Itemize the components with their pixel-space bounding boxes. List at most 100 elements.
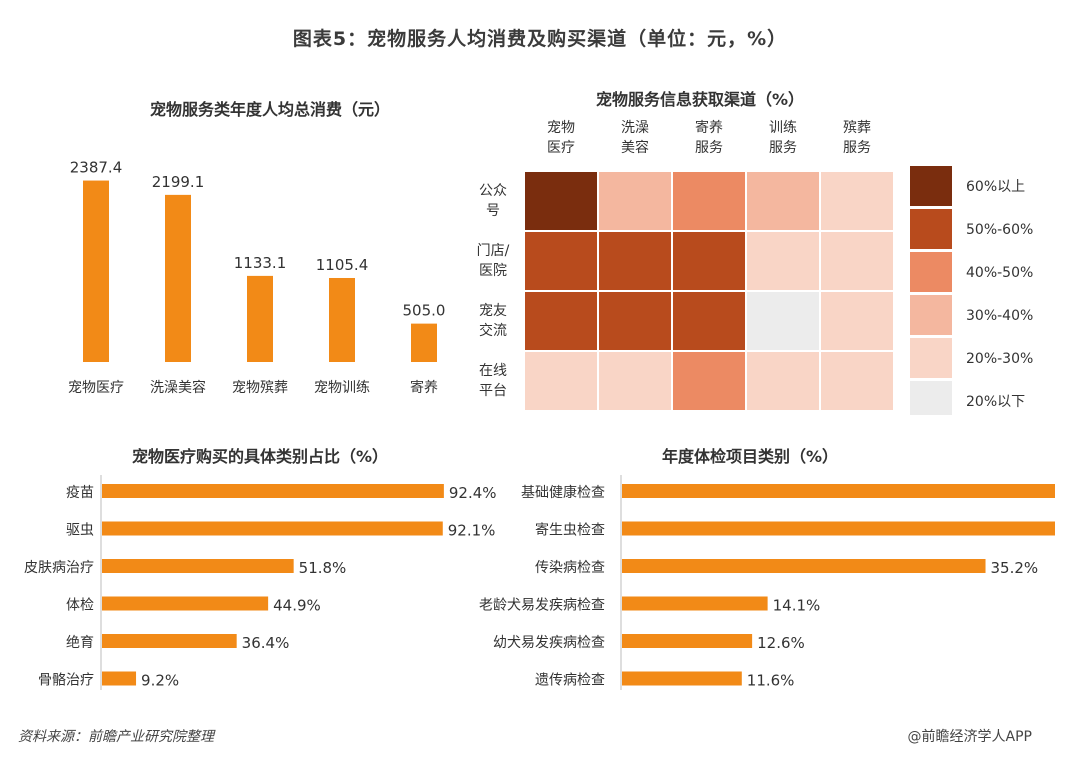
chart2-title: 宠物服务信息获取渠道（%） (595, 90, 805, 109)
bar-1 (102, 521, 443, 536)
category-label: 疫苗 (66, 485, 94, 501)
annual-spend-bar-chart: 2387.4 宠物医疗 2199.1 洗澡美容 1133.1 宠物殡葬 1105.4 宠物训练… (68, 159, 446, 396)
bar-0 (83, 180, 109, 362)
category-label: 绝育 (66, 635, 94, 651)
bar-value-label: 36.4% (242, 634, 290, 652)
bar-value-label: 14.1% (773, 597, 821, 615)
chart1-title: 宠物服务类年度人均总消费（元） (149, 100, 390, 119)
legend-label: 50%-60% (966, 222, 1033, 238)
legend-swatch (910, 295, 952, 335)
category-label: 传染病检查 (535, 560, 605, 576)
legend-label: 60%以上 (966, 179, 1025, 195)
bar-1 (622, 521, 1055, 536)
heat-cell (523, 350, 599, 412)
category-label: 宠物训练 (314, 380, 370, 396)
source-note: 资料来源：前瞻产业研究院整理 (18, 729, 214, 745)
bar-5 (102, 671, 137, 686)
main-title: 图表5：宠物服务人均消费及购买渠道（单位：元，%） (292, 28, 788, 50)
category-label: 遗传病检查 (535, 673, 605, 689)
heat-cell (597, 170, 673, 232)
checkup-category-bar-chart: 基础健康检查50.3%寄生虫检查46.0%传染病检查35.2%老龄犬易发疾病检查… (479, 475, 1055, 690)
category-label: 洗澡美容 (150, 379, 206, 396)
category-label: 幼犬易发疾病检查 (493, 635, 605, 651)
column-label: 洗澡美容 (621, 120, 649, 156)
bar-2 (102, 559, 294, 573)
category-label: 驱虫 (66, 523, 94, 539)
bar-value-label: 505.0 (403, 302, 446, 320)
heat-cell (597, 350, 673, 412)
bar-value-label: 9.2% (141, 672, 179, 690)
bar-3 (102, 596, 269, 611)
bar-4 (411, 323, 437, 362)
credit-note: @前瞻经济学人APP (907, 729, 1032, 745)
bar-value-label: 92.4% (449, 484, 497, 502)
heat-cell (819, 170, 895, 232)
heat-cell (671, 170, 747, 232)
heat-cell (819, 290, 895, 352)
category-label: 宠物殡葬 (232, 380, 288, 396)
medical-category-bar-chart: 疫苗 92.4% 驱虫 92.1% 皮肤病治疗 51.8% 体检 44.9% 绝育 36.4% 骨骼… (24, 475, 497, 690)
legend-swatch (910, 381, 952, 415)
category-label: 寄养 (410, 379, 438, 396)
category-label: 基础健康检查 (521, 484, 605, 501)
category-label: 寄生虫检查 (535, 522, 605, 539)
row-label: 门店/医院 (477, 243, 510, 279)
bar-value-label: 2387.4 (70, 159, 123, 177)
category-label: 皮肤病治疗 (24, 560, 94, 576)
bar-value-label: 12.6% (757, 634, 805, 652)
heat-cell (819, 350, 895, 412)
bar-value-label: 35.2% (991, 559, 1039, 577)
bar-3 (329, 277, 355, 362)
heat-cell (597, 290, 673, 352)
bar-value-label: 44.9% (273, 597, 321, 615)
heat-cell (597, 230, 673, 292)
legend-label: 20%以下 (966, 394, 1025, 410)
column-label: 训练服务 (769, 120, 797, 156)
bar-value-label: 11.6% (747, 672, 795, 690)
legend-swatch (910, 252, 952, 292)
legend-swatch (910, 209, 952, 249)
heat-cell (671, 350, 747, 412)
legend-label: 20%-30% (966, 351, 1033, 367)
legend-swatch (910, 166, 952, 206)
bar-4 (622, 634, 753, 648)
legend-swatch (910, 338, 952, 378)
heat-cell (745, 350, 821, 412)
heat-cell (671, 290, 747, 352)
bar-value-label: 51.8% (299, 559, 347, 577)
category-label: 骨骼治疗 (38, 673, 94, 689)
column-label: 宠物医疗 (547, 120, 575, 156)
column-label: 寄养服务 (695, 119, 723, 156)
heat-cell (745, 230, 821, 292)
chart4-title: 年度体检项目类别（%） (661, 447, 839, 466)
category-label: 老龄犬易发疾病检查 (479, 598, 605, 614)
chart3-title: 宠物医疗购买的具体类别占比（%） (131, 447, 389, 466)
heat-cell (745, 290, 821, 352)
bar-4 (102, 634, 237, 648)
heat-cell (523, 230, 599, 292)
bar-3 (622, 596, 768, 611)
row-label: 在线平台 (479, 363, 507, 399)
heat-cell (671, 230, 747, 292)
bar-5 (622, 671, 742, 686)
row-label: 公众号 (479, 183, 507, 219)
bar-0 (622, 484, 1055, 498)
heat-cell (745, 170, 821, 232)
legend-label: 30%-40% (966, 308, 1033, 324)
column-label: 殡葬服务 (843, 120, 871, 156)
bar-value-label: 92.1% (448, 522, 496, 540)
bar-1 (165, 194, 191, 362)
heat-cell (523, 170, 599, 232)
bar-value-label: 1133.1 (234, 254, 287, 272)
category-label: 宠物医疗 (68, 380, 124, 396)
bar-value-label: 1105.4 (316, 256, 369, 274)
bar-2 (622, 559, 986, 573)
legend-label: 40%-50% (966, 265, 1033, 281)
bar-0 (102, 484, 444, 498)
heat-cell (523, 290, 599, 352)
category-label: 体检 (66, 598, 94, 614)
bar-2 (247, 275, 273, 362)
bar-value-label: 2199.1 (152, 173, 205, 191)
heat-cell (819, 230, 895, 292)
